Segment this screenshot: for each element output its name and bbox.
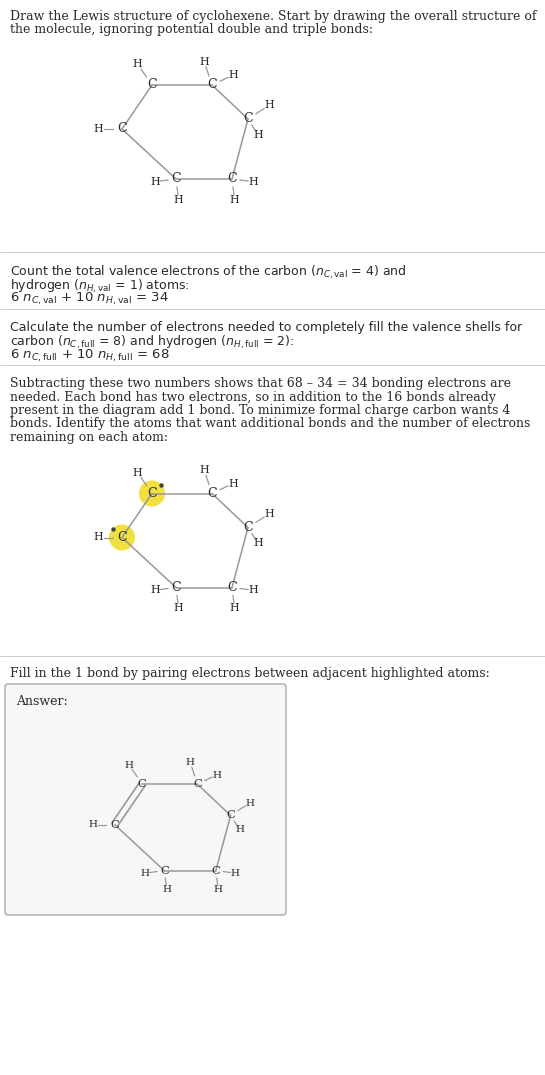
Text: remaining on each atom:: remaining on each atom: [10,431,168,444]
Text: C: C [171,172,181,186]
Text: H: H [231,869,239,877]
Text: H: H [245,799,254,807]
Text: C: C [207,487,217,500]
Text: carbon ($n_{C,\mathregular{full}}$ = 8) and hydrogen ($n_{H,\mathregular{full}}$: carbon ($n_{C,\mathregular{full}}$ = 8) … [10,334,294,352]
Text: Calculate the number of electrons needed to completely fill the valence shells f: Calculate the number of electrons needed… [10,320,522,333]
Text: H: H [199,57,209,67]
Text: H: H [94,532,104,543]
Text: Count the total valence electrons of the carbon ($n_{C,\mathregular{val}}$ = 4) : Count the total valence electrons of the… [10,264,407,282]
Text: C: C [243,113,253,126]
Text: H: H [212,771,221,779]
Text: C: C [193,779,202,789]
Text: H: H [133,59,143,69]
Circle shape [109,525,135,550]
Text: H: H [214,886,223,894]
Text: H: H [253,130,263,140]
Text: C: C [117,123,127,135]
Text: present in the diagram add 1 bond. To minimize formal charge carbon wants 4: present in the diagram add 1 bond. To mi… [10,404,510,417]
Text: 6 $n_{C,\mathregular{val}}$ + 10 $n_{H,\mathregular{val}}$ = 34: 6 $n_{C,\mathregular{val}}$ + 10 $n_{H,\… [10,291,169,307]
Text: H: H [199,465,209,475]
Text: H: H [228,478,238,489]
Text: H: H [150,585,160,596]
Text: Answer:: Answer: [16,696,68,708]
Text: H: H [89,820,98,829]
Text: Subtracting these two numbers shows that 68 – 34 = 34 bonding electrons are: Subtracting these two numbers shows that… [10,377,511,390]
Text: C: C [147,78,157,91]
Text: C: C [110,819,119,830]
FancyBboxPatch shape [5,684,286,915]
Text: the molecule, ignoring potential double and triple bonds:: the molecule, ignoring potential double … [10,24,373,37]
Text: H: H [248,585,258,596]
Text: C: C [207,78,217,91]
Text: H: H [133,468,143,477]
Text: C: C [226,811,235,820]
Text: C: C [227,172,237,186]
Text: H: H [230,603,239,614]
Text: Draw the Lewis structure of cyclohexene. Start by drawing the overall structure : Draw the Lewis structure of cyclohexene.… [10,10,536,23]
Text: H: H [186,758,195,768]
Text: H: H [230,195,239,205]
Text: H: H [228,70,238,81]
Text: Fill in the 1 bond by pairing electrons between adjacent highlighted atoms:: Fill in the 1 bond by pairing electrons … [10,668,490,680]
Text: H: H [253,539,263,548]
Text: needed. Each bond has two electrons, so in addition to the 16 bonds already: needed. Each bond has two electrons, so … [10,390,496,403]
Text: H: H [150,176,160,187]
Text: H: H [264,100,274,111]
Text: 6 $n_{C,\mathregular{full}}$ + 10 $n_{H,\mathregular{full}}$ = 68: 6 $n_{C,\mathregular{full}}$ + 10 $n_{H,… [10,347,169,364]
Text: H: H [174,195,184,205]
Text: bonds. Identify the atoms that want additional bonds and the number of electrons: bonds. Identify the atoms that want addi… [10,417,530,430]
Text: H: H [264,508,274,519]
Text: H: H [125,760,134,770]
Text: H: H [162,886,171,894]
Text: C: C [160,865,169,876]
Text: H: H [174,603,184,614]
Text: C: C [211,865,220,876]
Text: C: C [117,531,127,544]
Text: H: H [235,826,244,834]
Text: C: C [147,487,157,500]
Text: hydrogen ($n_{H,\mathregular{val}}$ = 1) atoms:: hydrogen ($n_{H,\mathregular{val}}$ = 1)… [10,277,190,295]
Text: C: C [243,521,253,534]
Circle shape [139,481,165,506]
Text: C: C [227,580,237,594]
Text: H: H [141,869,150,877]
Text: C: C [138,779,147,789]
Text: H: H [94,124,104,134]
Text: C: C [171,580,181,594]
Text: H: H [248,176,258,187]
